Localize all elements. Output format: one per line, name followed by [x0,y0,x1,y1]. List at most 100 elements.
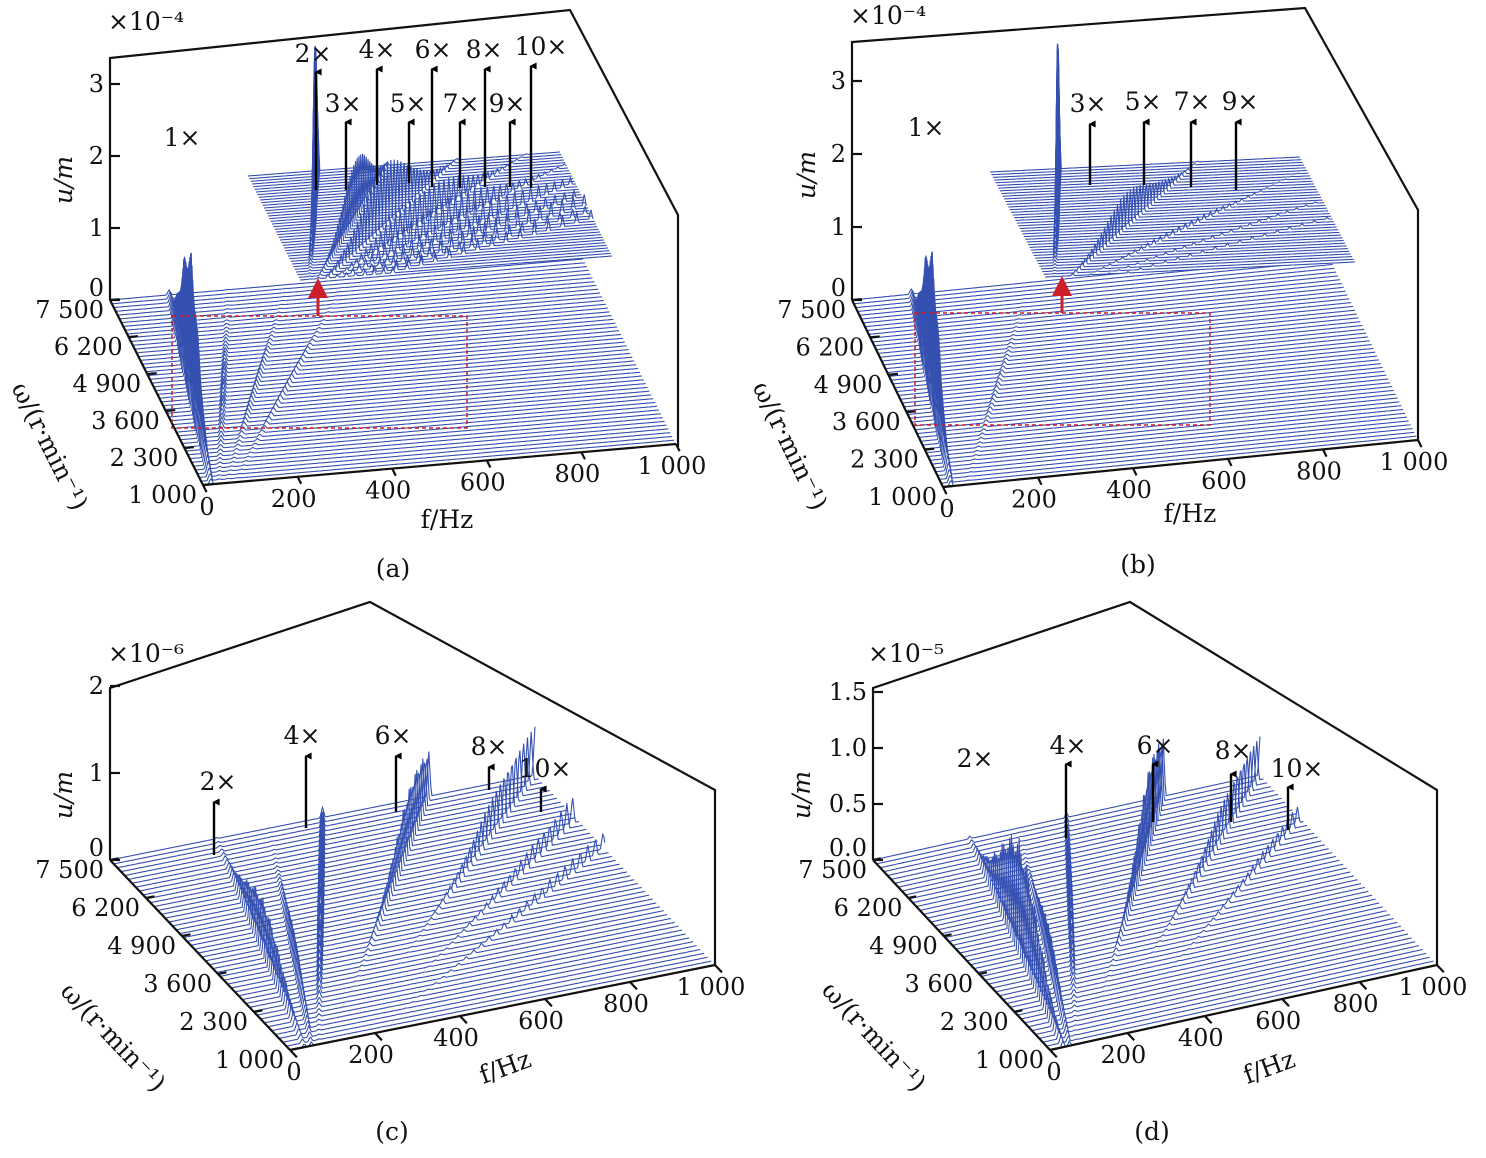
harmonic-label: 4× [284,721,321,750]
u-tick-label: 3 [89,70,104,98]
omega-tick-mark [924,447,935,451]
waterfall-lines [851,251,1419,488]
u-tick-label: 1 [89,759,104,787]
spectrum-line-1133rpm [1046,960,1434,1047]
spectrum-line-1663rpm [193,424,667,467]
spectrum-line-1667rpm [1039,250,1350,267]
spectrum-line-6173rpm [908,772,1297,900]
spectrum-line-6500rpm [998,65,1309,189]
spectrum-line-5378rpm [168,826,594,923]
panel-title: (a) [376,554,410,583]
spectrum-line-2194rpm [1017,929,1405,1016]
spectrum-line-6306rpm [868,286,1344,335]
spectrum-line-7333rpm [991,111,1302,176]
spectrum-line-5000rpm [1011,66,1322,213]
f-tick-mark [1203,1015,1213,1025]
spectrum-line-7102rpm [857,263,1333,312]
inset-waterfall [990,43,1355,278]
f-tick-mark [942,486,948,495]
spectrum-line-7367rpm [113,731,539,865]
omega-tick-label: 3 600 [143,970,212,998]
omega-tick-label: 6 200 [54,333,123,361]
omega-tick-label: 1 000 [975,1046,1044,1074]
spectrum-line-5776rpm [134,290,608,350]
f-tick-mark [296,476,303,485]
harmonic-label: 8× [471,732,508,761]
spectrum-line-1796rpm [267,941,694,1028]
f-axis [289,963,716,1052]
spectrum-line-4184rpm [157,253,631,395]
spectrum-line-6439rpm [901,771,1290,892]
spectrum-line-3653rpm [164,294,639,411]
harmonic-label: 6× [375,721,412,750]
u-tick-label: 1 [89,214,104,242]
spectrum-line-5245rpm [142,259,616,365]
f-tick-label: 600 [460,468,506,496]
spectrum-line-2592rpm [245,917,672,1005]
spectrum-line-2724rpm [178,365,652,437]
spectrum-line-5167rpm [266,58,579,214]
omega-tick-label: 6 200 [834,894,903,922]
f-tick-label: 800 [1333,990,1379,1018]
spectrum-line-1833rpm [1037,247,1348,265]
spectrum-line-1796rpm [931,416,1407,465]
u-tick-label: 0 [89,274,104,302]
f-tick-label: 400 [433,1024,479,1052]
spectrum-line-5908rpm [153,797,580,908]
f-axis-label: f/Hz [1164,499,1217,528]
f-tick-label: 200 [348,1041,394,1069]
harmonic-label: 2× [200,767,237,796]
omega-tick-label: 1 000 [868,483,937,511]
spectrum-line-3667rpm [1022,173,1333,235]
f-tick-label: 400 [365,477,411,505]
f-tick-mark [629,981,638,991]
spectrum-line-1167rpm [1043,258,1354,275]
zoom-arrow-head-icon [1052,276,1072,296]
spectrum-line-5510rpm [165,819,591,919]
spectrum-line-2857rpm [176,349,650,433]
harmonic-label: 2× [957,744,994,773]
omega-tick-mark [870,335,880,339]
panel-title: (c) [375,1117,409,1146]
f-tick-mark [1037,477,1043,486]
spectrum-line-5908rpm [132,291,606,346]
harmonic-label: 1× [908,113,945,142]
zoom-arrow-head-icon [308,278,328,298]
spectrum-line-3255rpm [911,321,1387,423]
spectrum-line-2833rpm [1029,221,1340,248]
spectrum-line-6837rpm [119,277,593,320]
spectrum-line-2459rpm [1010,921,1398,1008]
f-tick-mark [1436,964,1445,974]
harmonic-label: 5× [390,89,427,118]
spectrum-line-7235rpm [880,745,1268,869]
f-tick-mark [1322,448,1328,458]
omega-axis [872,859,1051,1051]
spectrum-line-2592rpm [180,380,654,441]
f-tick-label: 600 [518,1007,564,1035]
f-tick-label: 1 000 [1399,973,1468,1001]
spectrum-line-1667rpm [294,244,607,270]
spectrum-line-4316rpm [959,851,1347,954]
z-scale-factor: ×10⁻⁴ [850,1,926,30]
spectrum-line-3388rpm [168,316,642,418]
u-tick-label: 0 [89,834,104,862]
omega-tick-mark [217,971,227,976]
spectrum-line-6704rpm [863,275,1339,324]
waterfall-lines [109,726,716,1051]
spectrum-line-3786rpm [163,279,637,407]
spectrum-line-6704rpm [131,765,558,884]
omega-tick-mark [908,895,917,900]
f-tick-mark [1358,981,1368,991]
spectrum-line-1531rpm [935,424,1411,473]
u-tick-label: 2 [89,142,104,170]
f-tick-label: 200 [271,485,317,513]
spectrum-line-5643rpm [136,284,610,354]
spectrum-line-4847rpm [889,260,1365,377]
omega-tick-label: 7 500 [35,296,104,324]
spectrum-line-1398rpm [197,432,671,475]
spectrum-line-1929rpm [264,937,690,1024]
spectrum-line-2990rpm [174,337,648,429]
spectrum-line-1531rpm [1035,948,1423,1036]
spectrum-line-1265rpm [939,431,1415,480]
u-axis-label: u/m [787,771,816,819]
